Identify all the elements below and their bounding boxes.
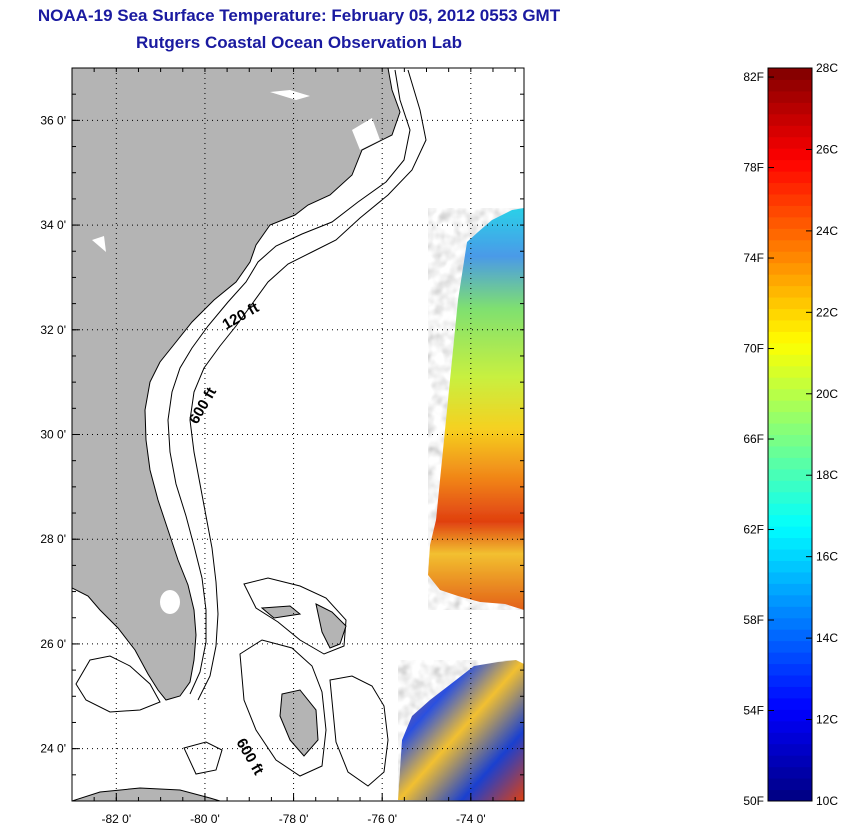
- lat-tick-label: 26 0': [40, 637, 66, 651]
- bahamas-island-andros: [279, 689, 319, 757]
- contour-120ft: [167, 69, 411, 695]
- lon-tick-label: -78 0': [279, 812, 309, 826]
- bahamas-bank-north: [243, 577, 347, 655]
- sst-swath-north: [428, 208, 524, 610]
- cay-sal-bank: [183, 741, 223, 775]
- bahamas-bank-great: [239, 639, 327, 777]
- florida-keys-contour: [75, 655, 161, 713]
- map-title: NOAA-19 Sea Surface Temperature: Februar…: [37, 6, 561, 25]
- lon-tick-label: -76 0': [367, 812, 397, 826]
- sound-mid: [352, 118, 380, 150]
- lat-tick-label: 36 0': [40, 113, 66, 127]
- lon-tick-label: -82 0': [101, 812, 131, 826]
- sst-swath-south: [398, 660, 524, 801]
- graticule: [72, 68, 524, 801]
- map-axes: -82 0' -80 0' -78 0' -76 0' -74 0' 24 0' 26 0'…: [40, 67, 524, 826]
- lat-tick-label: 28 0': [40, 532, 66, 546]
- lon-tick-label: -80 0': [190, 812, 220, 826]
- lon-tick-label: -74 0': [456, 812, 486, 826]
- bahamas-island-grand: [260, 605, 302, 619]
- lat-tick-label: 34 0': [40, 218, 66, 232]
- sound-north: [270, 90, 310, 100]
- lakes-pocket: [92, 236, 106, 252]
- lat-tick-label: 32 0': [40, 323, 66, 337]
- us-coast-landmass: [72, 68, 401, 701]
- contour-label-600ft-north: 600 ft: [186, 385, 220, 427]
- bahamas-island-abaco: [315, 603, 347, 649]
- lat-tick-label: 24 0': [40, 742, 66, 756]
- map-subtitle: Rutgers Coastal Ocean Observation Lab: [136, 33, 462, 52]
- lat-tick-label: 30 0': [40, 428, 66, 442]
- lake-okeechobee: [160, 590, 180, 614]
- contour-label-600ft-south: 600 ft: [233, 736, 267, 778]
- bahamas-bank-east: [329, 675, 389, 787]
- contour-600ft: [189, 69, 427, 701]
- map-frame: [71, 67, 525, 802]
